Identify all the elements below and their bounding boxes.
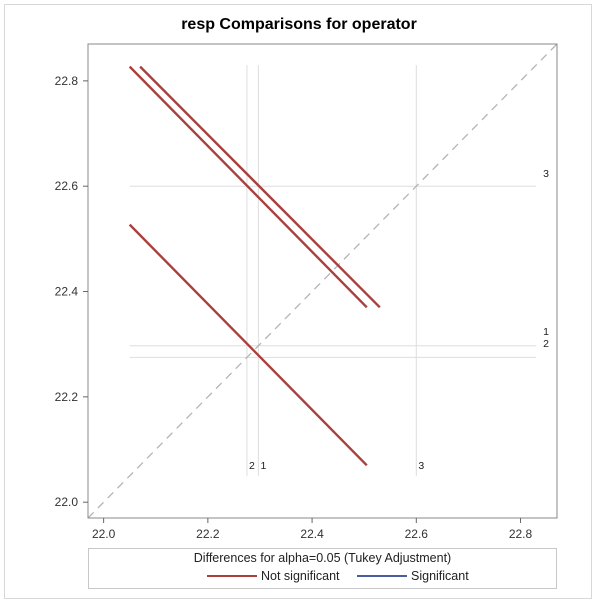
y-tick-label: 22.0 bbox=[55, 495, 79, 509]
chart-frame bbox=[4, 4, 592, 599]
reference-label-x-2: 2 bbox=[249, 460, 255, 472]
difference-segment-1-2 bbox=[128, 223, 368, 467]
plot-area-border bbox=[87, 43, 558, 519]
reference-label-y-2: 2 bbox=[543, 338, 549, 350]
y-tick-label: 22.8 bbox=[55, 74, 79, 88]
diagonal-line bbox=[88, 44, 557, 518]
legend-title: Differences for alpha=0.05 (Tukey Adjust… bbox=[193, 551, 452, 565]
y-tick-label: 22.2 bbox=[55, 390, 79, 404]
legend-swatch-significant bbox=[357, 575, 407, 577]
legend: Differences for alpha=0.05 (Tukey Adjust… bbox=[88, 548, 557, 589]
difference-segment-3-2 bbox=[128, 65, 368, 309]
reference-label-y-1: 1 bbox=[543, 326, 549, 338]
x-tick-label: 22.6 bbox=[405, 527, 429, 541]
x-tick-label: 22.4 bbox=[300, 527, 324, 541]
chart-title: resp Comparisons for operator bbox=[181, 16, 417, 33]
y-tick-label: 22.4 bbox=[55, 285, 79, 299]
x-tick-label: 22.2 bbox=[196, 527, 220, 541]
legend-label-significant: Significant bbox=[411, 569, 469, 583]
reference-label-x-1: 1 bbox=[260, 460, 266, 472]
legend-label-not-significant: Not significant bbox=[261, 569, 340, 583]
y-tick-label: 22.6 bbox=[55, 179, 79, 193]
x-tick-label: 22.0 bbox=[92, 527, 116, 541]
legend-swatch-not-significant bbox=[207, 575, 257, 577]
x-tick-label: 22.8 bbox=[509, 527, 533, 541]
reference-label-y-3: 3 bbox=[543, 168, 549, 180]
difference-segment-3-1 bbox=[139, 65, 381, 309]
reference-label-x-3: 3 bbox=[418, 460, 424, 472]
